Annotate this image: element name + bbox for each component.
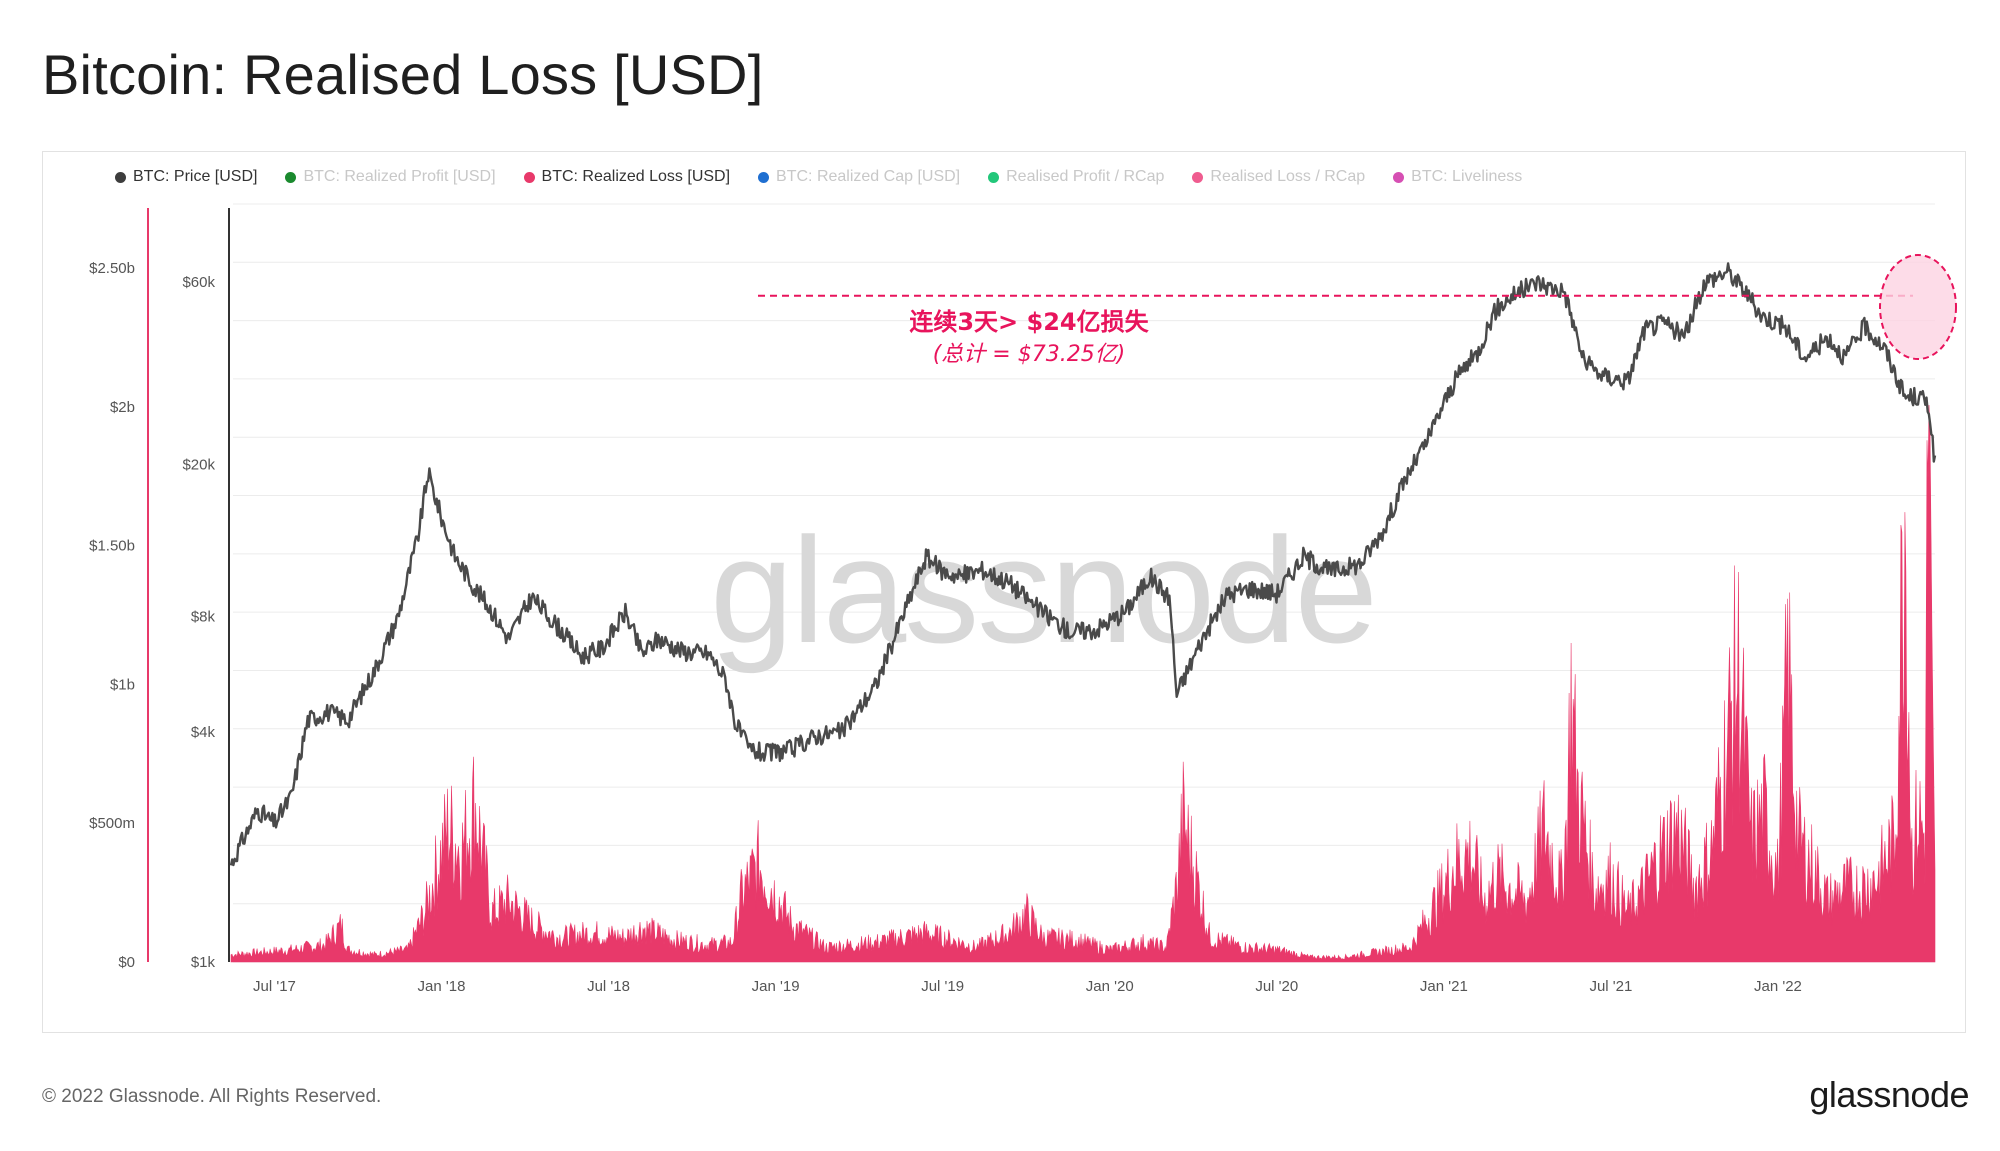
x-tick-label: Jul '20 bbox=[1255, 978, 1298, 995]
legend-label: Realised Loss / RCap bbox=[1210, 168, 1366, 185]
legend-dot-icon bbox=[523, 171, 535, 183]
legend-item[interactable]: BTC: Price [USD] bbox=[115, 168, 257, 186]
legend-item[interactable]: Realised Loss / RCap bbox=[1192, 168, 1365, 186]
x-tick-label: Jan '20 bbox=[1086, 978, 1134, 995]
y-right-tick-label: $8k bbox=[191, 609, 216, 626]
annotation-line1: 连续3天> $24亿损失 bbox=[909, 308, 1149, 336]
legend-label: BTC: Price [USD] bbox=[133, 168, 258, 185]
x-tick-label: Jul '21 bbox=[1589, 978, 1632, 995]
legend-item[interactable]: BTC: Realized Loss [USD] bbox=[523, 168, 731, 186]
legend-dot-icon bbox=[1192, 171, 1204, 183]
legend-dot-icon bbox=[285, 171, 297, 183]
chart-card: glassnode $0 $500m $1b $1.50b $2b $2.50b $1k $4k… bbox=[42, 151, 1966, 1033]
realized-loss-area bbox=[230, 404, 1936, 963]
watermark-text: glassnode bbox=[710, 506, 1376, 674]
y-right-tick-label: $4k bbox=[191, 724, 216, 741]
legend-item[interactable]: BTC: Realized Cap [USD] bbox=[758, 168, 960, 186]
legend-item[interactable]: BTC: Realized Profit [USD] bbox=[285, 168, 496, 186]
y-left-tick-label: $0 bbox=[118, 954, 135, 971]
x-tick-label: Jul '19 bbox=[921, 978, 964, 995]
y-left-tick-label: $1.50b bbox=[89, 538, 135, 555]
highlight-ellipse bbox=[1879, 254, 1957, 360]
x-tick-label: Jan '21 bbox=[1420, 978, 1468, 995]
chart-legend: BTC: Price [USD] BTC: Realized Profit [US… bbox=[115, 168, 1522, 186]
y-left-tick-label: $500m bbox=[89, 815, 135, 832]
x-tick-label: Jul '18 bbox=[587, 978, 630, 995]
glassnode-logo[interactable]: glassnode bbox=[1809, 1074, 1969, 1115]
x-tick-label: Jan '22 bbox=[1754, 978, 1802, 995]
legend-item[interactable]: BTC: Liveliness bbox=[1393, 168, 1522, 186]
y-right-tick-label: $1k bbox=[191, 954, 216, 971]
legend-label: Realised Profit / RCap bbox=[1006, 168, 1165, 185]
y-left-tick-label: $2b bbox=[110, 399, 135, 416]
legend-item[interactable]: Realised Profit / RCap bbox=[988, 168, 1164, 186]
legend-label: BTC: Realized Profit [USD] bbox=[303, 168, 496, 185]
legend-label: BTC: Liveliness bbox=[1411, 168, 1523, 185]
chart-svg: glassnode $0 $500m $1b $1.50b $2b $2.50b $1k $4k… bbox=[89, 203, 1957, 995]
annotation-line2: (总计 = $73.25亿) bbox=[933, 342, 1126, 367]
price-line bbox=[229, 262, 1937, 867]
y-right-tick-label: $20k bbox=[182, 456, 215, 473]
legend-label: BTC: Realized Cap [USD] bbox=[776, 168, 961, 185]
y-left-tick-label: $2.50b bbox=[89, 260, 135, 277]
legend-dot-icon bbox=[988, 171, 1000, 183]
legend-dot-icon bbox=[115, 171, 126, 183]
y-left-tick-label: $1b bbox=[110, 676, 135, 693]
x-tick-label: Jan '19 bbox=[752, 978, 800, 995]
x-tick-label: Jul '17 bbox=[253, 978, 296, 995]
x-tick-label: Jan '18 bbox=[418, 978, 466, 995]
legend-dot-icon bbox=[1393, 171, 1405, 183]
y-right-tick-label: $60k bbox=[182, 274, 215, 291]
page-title: Bitcoin: Realised Loss [USD] bbox=[42, 43, 764, 106]
legend-label: BTC: Realized Loss [USD] bbox=[541, 168, 731, 185]
legend-dot-icon bbox=[758, 171, 770, 183]
footer-copyright: © 2022 Glassnode. All Rights Reserved. bbox=[42, 1086, 382, 1107]
